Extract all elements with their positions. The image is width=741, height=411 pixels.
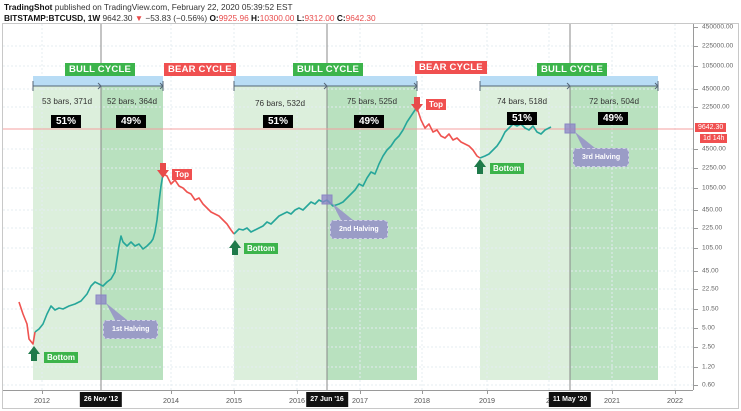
measure-stat-6: 72 bars, 504d (588, 97, 640, 106)
price-label: 1.20 (702, 363, 715, 371)
price-change: −53.83 (−0.56%) (145, 13, 208, 23)
close-value: 9642.30 (345, 13, 376, 23)
price-label: 450000.00 (702, 23, 734, 31)
top-arrows (157, 97, 423, 178)
bottom-tag-2011: Bottom (44, 352, 78, 363)
measure-stat-1: 53 bars, 371d (41, 97, 93, 106)
pct-badge-2: 49% (115, 115, 147, 128)
bottom-tag-2015: Bottom (244, 243, 278, 254)
author-name[interactable]: TradingShot (4, 2, 53, 12)
price-label: 5.00 (702, 324, 715, 332)
measure-stat-2: 52 bars, 364d (106, 97, 158, 106)
price-label: 105000.00 (702, 62, 734, 70)
price-label: 22500.00 (702, 103, 730, 111)
halving-callout-2: 2nd Halving (330, 220, 388, 239)
pct-badge-6: 49% (597, 112, 629, 125)
pct-badge-5: 51% (506, 112, 538, 125)
price-label: 105.00 (702, 244, 723, 252)
symbol-legend: BITSTAMP:BTCUSD, 1W 9642.30 ▼ −53.83 (−0… (4, 13, 376, 23)
year-label: 2018 (414, 396, 430, 405)
pct-badge-4: 49% (353, 115, 385, 128)
measure-stat-3: 76 bars, 532d (254, 99, 306, 108)
bar-countdown-tag: 1d 14h (700, 134, 728, 143)
time-axis[interactable]: 2012 2014 2015 2016 2017 2018 2019 201 2… (3, 390, 693, 410)
year-label: 2017 (352, 396, 368, 405)
halving-marker-1 (95, 294, 107, 305)
halving-marker-3 (564, 123, 576, 134)
measure-bars (32, 76, 659, 91)
cycle-label-bear-2: BEAR CYCLE (415, 61, 487, 74)
high-value: 10300.00 (259, 13, 295, 23)
publish-info: TradingShot published on TradingView.com… (4, 2, 293, 12)
low-label: L: (296, 13, 305, 23)
low-value: 9312.00 (304, 13, 335, 23)
cycle-label-bull-1: BULL CYCLE (65, 63, 135, 76)
halving-date-2: 27 Jun '16 (306, 392, 348, 407)
price-label: 22.50 (702, 285, 719, 293)
price-label: 4500.00 (702, 145, 726, 153)
top-tag-2013: Top (172, 169, 193, 180)
price-label: 45000.00 (702, 85, 730, 93)
current-price-tag: 9642.30 (695, 123, 727, 132)
pct-badge-3: 51% (262, 115, 294, 128)
open-value: 9925.96 (218, 13, 249, 23)
price-label: 2250.00 (702, 164, 726, 172)
high-label: H: (251, 13, 260, 23)
year-label: 2021 (604, 396, 620, 405)
price-label: 45.00 (702, 267, 719, 275)
price-label: 450.00 (702, 206, 723, 214)
price-candles (18, 107, 552, 345)
price-label: 225000.00 (702, 42, 734, 50)
year-label: 2012 (34, 396, 50, 405)
measure-stat-4: 75 bars, 525d (346, 97, 398, 106)
published-text: published on TradingView.com, February 2… (54, 2, 293, 12)
price-axis[interactable]: 450000.00 225000.00 105000.00 45000.00 2… (693, 24, 740, 390)
year-label: 2014 (163, 396, 179, 405)
down-arrow-icon: ▼ (134, 13, 144, 23)
chart-frame (2, 23, 739, 409)
price-label: 2.50 (702, 343, 715, 351)
halving-callout-3: 3rd Halving (573, 148, 630, 167)
bottom-arrows (28, 159, 486, 361)
halving-marker-2 (321, 194, 333, 205)
price-label: 1050.00 (702, 184, 726, 192)
price-label: 0.60 (702, 381, 715, 389)
open-label: O: (209, 13, 219, 23)
halving-callout-1: 1st Halving (103, 320, 159, 339)
price-label: 225.00 (702, 224, 723, 232)
year-label: 2022 (667, 396, 683, 405)
last-price: 9642.30 (102, 13, 133, 23)
price-label: 10.50 (702, 305, 719, 313)
symbol-name[interactable]: BITSTAMP:BTCUSD, 1W (4, 13, 101, 23)
year-label: 2019 (479, 396, 495, 405)
cycle-label-bear-1: BEAR CYCLE (164, 63, 236, 76)
halving-date-3: 11 May '20 (548, 392, 592, 407)
pct-badge-1: 51% (50, 115, 82, 128)
chart-plot-area[interactable]: BULL CYCLE BEAR CYCLE BULL CYCLE BEAR CY… (3, 24, 693, 390)
halving-date-1: 26 Nov '12 (79, 392, 123, 407)
year-label: 2016 (289, 396, 305, 405)
close-label: C: (336, 13, 346, 23)
top-tag-2017: Top (426, 99, 447, 110)
cycle-label-bull-2: BULL CYCLE (293, 63, 363, 76)
cycle-label-bull-3: BULL CYCLE (537, 63, 607, 76)
bottom-tag-2018: Bottom (490, 163, 524, 174)
year-label: 2015 (226, 396, 242, 405)
measure-stat-5: 74 bars, 518d (496, 97, 548, 106)
